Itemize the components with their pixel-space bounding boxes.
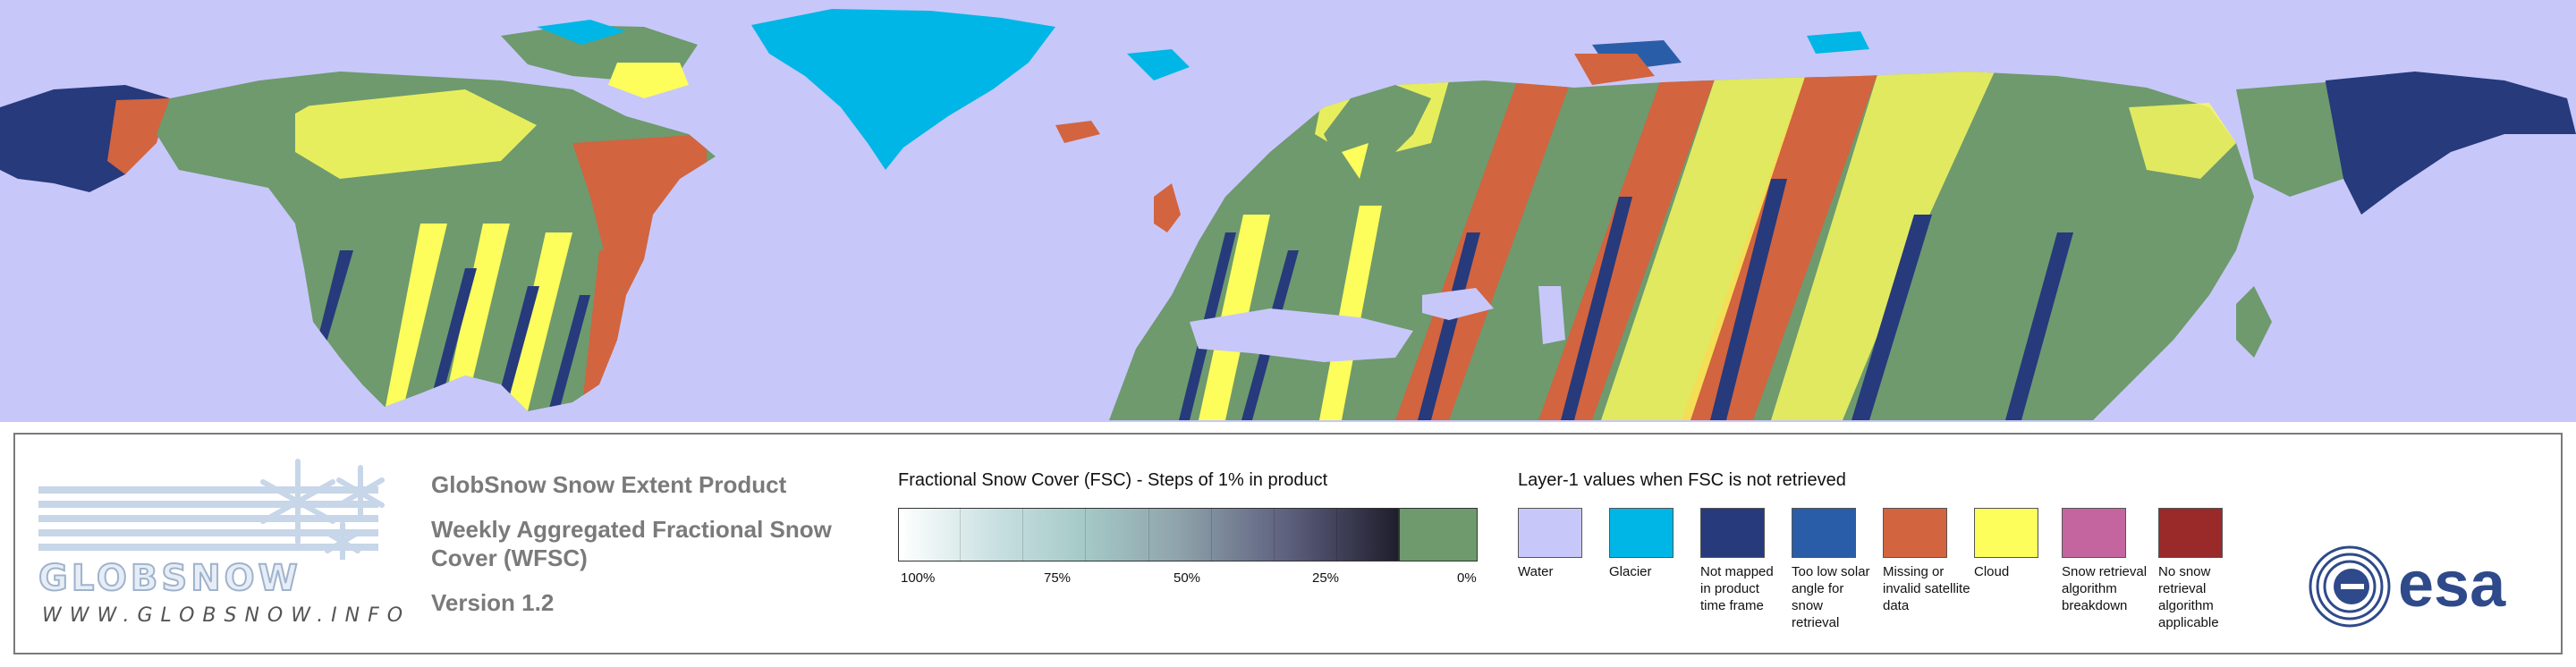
fsc-tick-50: 50% [1174,570,1201,586]
legend-label-not-mapped: Not mapped in product time frame [1700,564,1774,613]
snowflake-icon [38,459,385,562]
fsc-title: Fractional Snow Cover (FSC) - Steps of 1… [898,470,1328,490]
fsc-tick-75: 75% [1044,570,1072,586]
svalbard [1127,49,1190,80]
map-canvas [0,9,2576,420]
fsc-step-ticks [898,508,1399,561]
legend-panel: GLOBSNOW WWW.GLOBSNOW.INFO GlobSnow Snow… [13,433,2563,654]
snow-cover-map [0,0,2576,422]
swatch-not-applicable [2158,508,2223,558]
iceland [1055,121,1100,143]
globsnow-wordmark: GLOBSNOW [38,557,301,600]
legend-item-low-solar: Too low solar angle for snow retrieval [1792,508,1874,631]
fsc-tick-100: 100% [901,570,936,586]
swatch-missing [1883,508,1947,558]
swatch-glacier [1609,508,1674,558]
legend-item-cloud: Cloud [1974,508,2056,580]
swatch-cloud [1974,508,2038,558]
product-subtitle-line1: Weekly Aggregated Fractional Snow [431,516,832,543]
far-east-not-mapped [2326,72,2576,215]
legend-label-missing: Missing or invalid satellite data [1883,564,1970,613]
legend-label-low-solar: Too low solar angle for snow retrieval [1792,564,1870,630]
product-version: Version 1.2 [431,589,555,616]
legend-label-glacier: Glacier [1609,564,1652,579]
swatch-not-mapped [1700,508,1765,558]
esa-logo-icon [2309,545,2391,628]
fsc-tick-0: 0% [1457,570,1477,586]
legend-label-breakdown: Snow retrieval algorithm breakdown [2062,564,2148,613]
legend-item-missing: Missing or invalid satellite data [1883,508,1981,614]
greenland-glacier [751,9,1055,170]
esa-wordmark: esa [2398,549,2506,621]
legend-item-not-mapped: Not mapped in product time frame [1700,508,1774,614]
globsnow-logo: GLOBSNOW WWW.GLOBSNOW.INFO [38,452,402,631]
caspian-sea [1538,286,1565,344]
great-britain [1154,183,1181,232]
swatch-low-solar [1792,508,1856,558]
fsc-zero-swatch [1399,508,1478,561]
legend-item-glacier: Glacier [1609,508,1691,580]
japan [2236,286,2272,358]
esa-logo: esa [2305,542,2546,631]
layer1-title: Layer-1 values when FSC is not retrieved [1518,470,1846,490]
swatch-water [1518,508,1582,558]
globsnow-url: WWW.GLOBSNOW.INFO [42,604,411,627]
product-subtitle-line2: Cover (WFSC) [431,545,588,571]
legend-label-water: Water [1518,564,1554,579]
legend-item-breakdown: Snow retrieval algorithm breakdown [2062,508,2151,614]
legend-label-cloud: Cloud [1974,564,2010,579]
fsc-gradient-bar [898,508,1399,561]
legend-label-not-applicable: No snow retrieval algorithm applicable [2158,564,2219,630]
legend-item-water: Water [1518,508,1600,580]
mediterranean-sea [1190,308,1413,362]
product-title: GlobSnow Snow Extent Product [431,471,787,498]
swatch-breakdown [2062,508,2126,558]
fsc-tick-25: 25% [1312,570,1340,586]
legend-item-not-applicable: No snow retrieval algorithm applicable [2158,508,2233,631]
black-sea [1422,288,1494,320]
